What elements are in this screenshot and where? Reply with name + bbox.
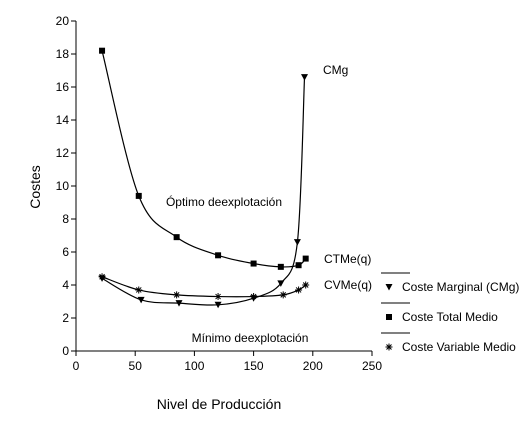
legend-marker-cmg	[385, 284, 393, 291]
cvme-point	[250, 293, 258, 301]
y-tick-label: 0	[62, 344, 69, 358]
x-tick-label: 50	[129, 359, 143, 373]
cvme-point	[135, 286, 143, 294]
chart-axes: 0 50 100 150 200 250 0 2 4 6 8 10 12 14 16 18 20	[56, 14, 383, 373]
cmg-point	[175, 300, 183, 307]
x-tick-label: 100	[184, 359, 204, 373]
cmg-point	[293, 239, 301, 246]
cvme-point	[98, 273, 106, 281]
ctme-point	[250, 260, 257, 267]
cmg-point	[301, 74, 309, 81]
x-tick-label: 250	[362, 359, 382, 373]
cvme-curve-label: CVMe(q)	[324, 278, 372, 292]
x-axis-title: Nivel de Producción	[157, 396, 282, 412]
legend-label-ctme: Coste Total Medio	[402, 310, 498, 324]
chart-markers	[98, 47, 310, 309]
y-tick-label: 10	[56, 179, 70, 193]
ctme-point	[215, 252, 222, 259]
y-axis-title: Costes	[27, 165, 43, 209]
cvme-point	[302, 281, 310, 289]
cvme-point	[214, 293, 222, 301]
y-tick-label: 4	[62, 278, 69, 292]
x-tick-label: 200	[303, 359, 323, 373]
legend-marker-ctme	[386, 314, 392, 320]
series-line-cmg	[101, 77, 306, 306]
chart-legend: Coste Marginal (CMg) Coste Total Medio Cos…	[381, 272, 519, 354]
chart-labels: Nivel de Producción Costes CMg CTMe(q) CVMe(…	[27, 63, 372, 412]
y-tick-label: 16	[56, 80, 70, 94]
cmg-point	[277, 280, 285, 287]
y-tick-label: 6	[62, 245, 69, 259]
y-tick-label: 18	[56, 47, 70, 61]
y-tick-label: 12	[56, 146, 70, 160]
cmg-curve-label: CMg	[323, 63, 348, 77]
cmg-point	[214, 301, 222, 309]
legend-label-cmg: Coste Marginal (CMg)	[402, 280, 519, 294]
legend-label-cvme: Coste Variable Medio	[402, 340, 516, 354]
series-line-ctme	[101, 50, 307, 268]
ctme-point	[135, 192, 142, 199]
cvme-point	[173, 291, 181, 299]
annotation-optimo: Óptimo deexplotación	[166, 194, 282, 209]
cvme-point	[295, 286, 303, 294]
ctme-point	[99, 47, 106, 54]
x-tick-label: 150	[244, 359, 264, 373]
ctme-point	[295, 262, 302, 269]
annotation-minimo: Mínimo deexplotación	[192, 331, 309, 345]
y-tick-label: 20	[56, 14, 70, 28]
series-line-cvme	[101, 276, 307, 298]
ctme-point	[302, 255, 309, 262]
ctme-point	[277, 263, 284, 270]
chart-curves	[101, 50, 307, 306]
x-tick-label: 0	[73, 359, 80, 373]
y-tick-label: 8	[62, 212, 69, 226]
legend-marker-cvme	[385, 343, 393, 351]
ctme-curve-label: CTMe(q)	[324, 252, 371, 266]
ctme-point	[173, 234, 180, 241]
y-tick-label: 14	[56, 113, 70, 127]
cmg-point	[137, 296, 145, 304]
y-tick-label: 2	[62, 311, 69, 325]
cvme-point	[279, 291, 287, 299]
